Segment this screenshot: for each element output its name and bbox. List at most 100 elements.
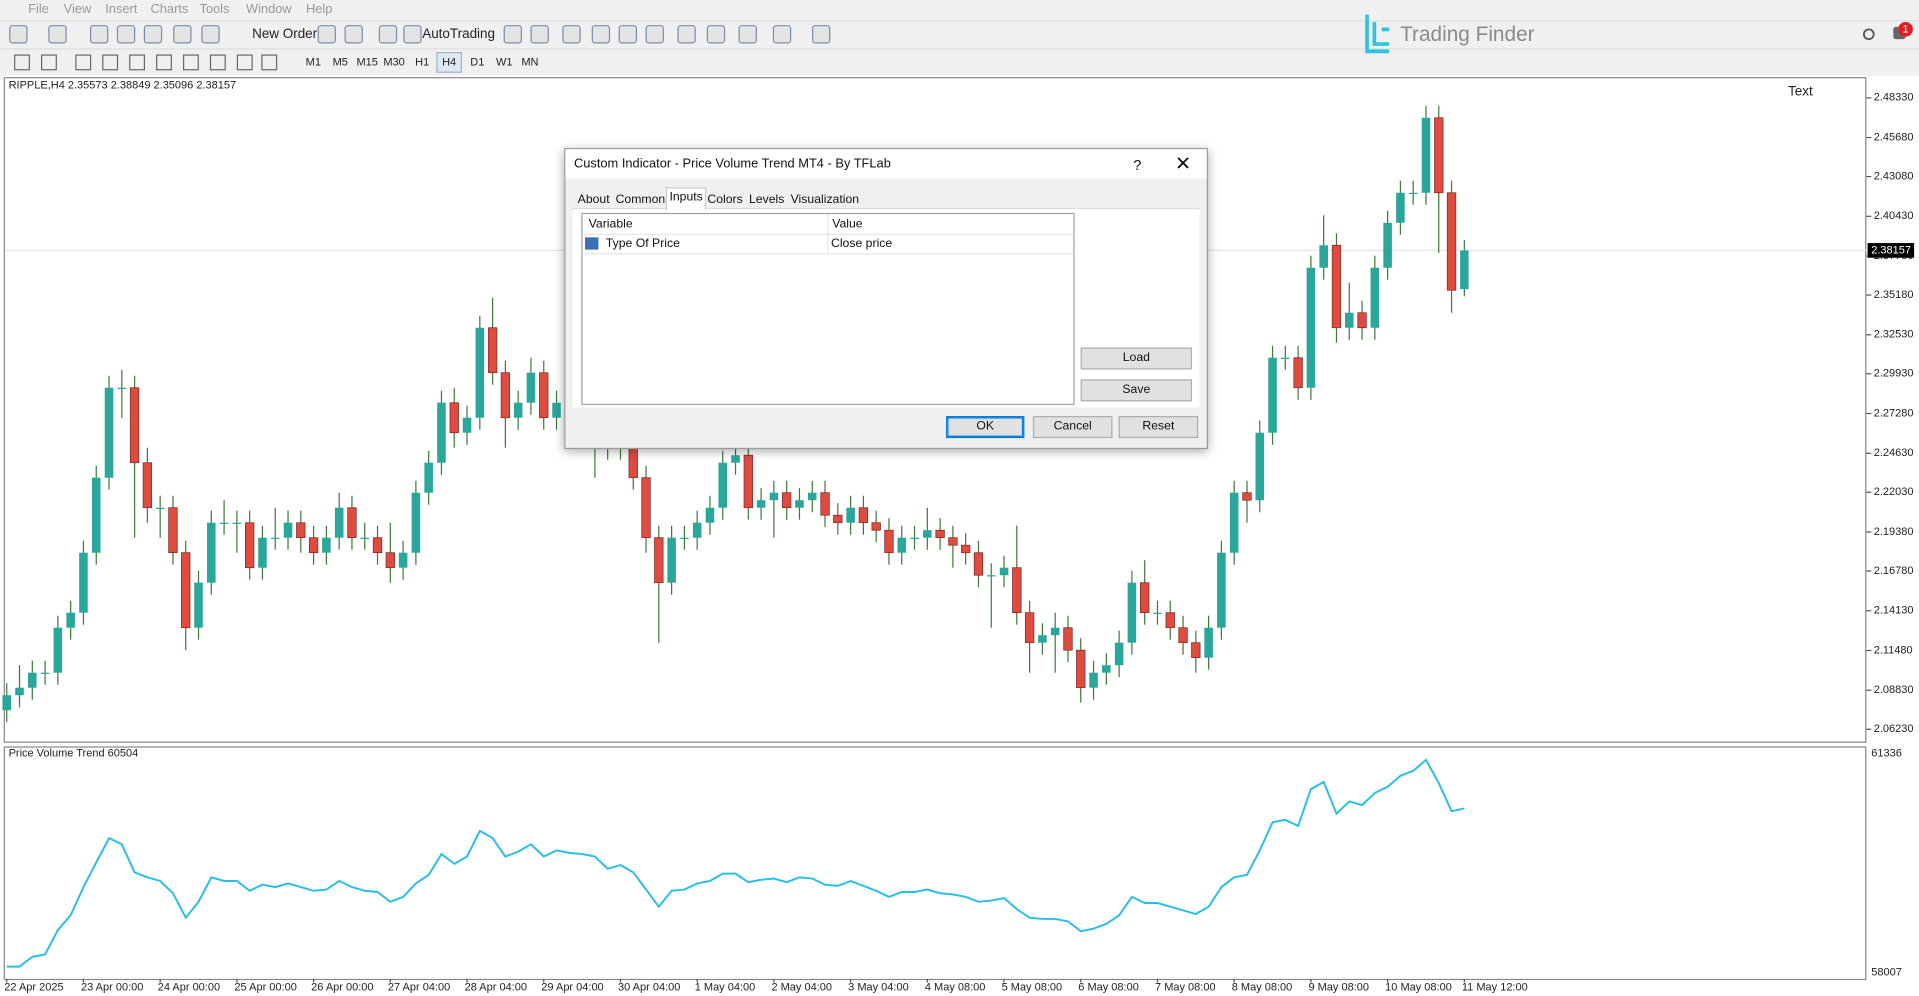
toolbar-icon[interactable] bbox=[378, 25, 398, 44]
reset-button[interactable]: Reset bbox=[1118, 416, 1199, 439]
candle-body bbox=[884, 529, 894, 554]
dialog-tab[interactable]: Colors bbox=[707, 193, 743, 207]
toolbar-icon[interactable] bbox=[772, 25, 792, 44]
candle-body bbox=[40, 672, 50, 674]
last-price-box bbox=[1867, 243, 1915, 258]
toolbar-icon[interactable] bbox=[201, 25, 220, 44]
toolbar-icon[interactable] bbox=[503, 25, 522, 44]
load-button[interactable]: Load bbox=[1080, 347, 1193, 370]
candle-body bbox=[526, 372, 536, 403]
logo-text: Trading Finder bbox=[1400, 23, 1535, 46]
dialog-tab[interactable]: Levels bbox=[748, 193, 785, 207]
param-value[interactable]: Close price bbox=[830, 237, 893, 251]
toolbar-icon[interactable] bbox=[677, 25, 696, 44]
candle-body bbox=[999, 567, 1009, 576]
dialog-tab[interactable]: Inputs bbox=[665, 187, 707, 211]
menu-item[interactable]: Help bbox=[306, 1, 332, 16]
candle-body bbox=[1242, 492, 1252, 501]
y-tick-label: 2.24630 bbox=[1874, 447, 1914, 459]
candle-body bbox=[1024, 612, 1035, 644]
dialog-titlebar: Custom Indicator - Price Volume Trend MT… bbox=[565, 149, 1207, 179]
y-tick-label: 58007 bbox=[1871, 967, 1902, 979]
search-icon[interactable] bbox=[1863, 28, 1875, 41]
tool-icon[interactable] bbox=[129, 54, 146, 71]
toolbar-icon[interactable] bbox=[812, 25, 831, 44]
timeframe-button[interactable]: M30 bbox=[383, 56, 404, 68]
candle-body bbox=[475, 327, 485, 418]
candle-body bbox=[1089, 672, 1098, 688]
menu-item[interactable]: View bbox=[64, 1, 92, 16]
tool-icon[interactable] bbox=[75, 54, 92, 71]
toolbar-icon[interactable] bbox=[706, 25, 726, 44]
chart-header: RIPPLE,H4 2.35573 2.38849 2.35096 2.3815… bbox=[9, 80, 237, 92]
timeframe-button[interactable]: M15 bbox=[356, 56, 377, 68]
indicator-title: Price Volume Trend 60504 bbox=[9, 748, 139, 760]
menu-item[interactable]: Insert bbox=[105, 1, 138, 16]
y-tick-label: 2.06230 bbox=[1874, 723, 1914, 735]
toolbar-icon[interactable] bbox=[173, 25, 192, 44]
autotrading-button[interactable]: AutoTrading bbox=[422, 26, 495, 41]
new-order-button[interactable]: New Order bbox=[252, 26, 318, 41]
toolbar-icon[interactable] bbox=[403, 25, 422, 44]
toolbar-icon[interactable] bbox=[344, 25, 363, 44]
dialog-tab[interactable]: About bbox=[577, 193, 610, 207]
timeframe-button[interactable]: H4 bbox=[442, 56, 456, 68]
candle-body bbox=[846, 507, 855, 523]
toolbar-icon[interactable] bbox=[143, 25, 163, 44]
menu-item[interactable]: File bbox=[28, 1, 49, 16]
tool-icon[interactable] bbox=[14, 54, 30, 71]
candle-body bbox=[437, 402, 446, 463]
menu-item[interactable]: Charts bbox=[151, 1, 189, 16]
candle-body bbox=[1127, 582, 1137, 643]
toolbar-icon[interactable] bbox=[116, 25, 136, 44]
candle-body bbox=[245, 522, 255, 569]
dialog-tab[interactable]: Common bbox=[615, 193, 666, 207]
y-tick-label: 2.35180 bbox=[1874, 289, 1914, 301]
toolbar-icon[interactable] bbox=[645, 25, 664, 44]
x-tick-label: 8 May 08:00 bbox=[1232, 981, 1293, 993]
logo: Trading Finder bbox=[1365, 14, 1535, 54]
candle-body bbox=[654, 537, 664, 584]
tool-icon[interactable] bbox=[40, 54, 57, 71]
save-button[interactable]: Save bbox=[1080, 379, 1193, 402]
timeframe-button[interactable]: H1 bbox=[415, 56, 429, 68]
toolbar-icon[interactable] bbox=[738, 25, 757, 44]
timeframe-button[interactable]: W1 bbox=[496, 56, 513, 68]
candle-body bbox=[308, 537, 319, 554]
tool-icon[interactable] bbox=[261, 54, 278, 71]
toolbar-icon[interactable] bbox=[530, 25, 549, 44]
menu-item[interactable]: Window bbox=[246, 1, 292, 16]
tool-icon[interactable] bbox=[236, 54, 253, 71]
candle-body bbox=[807, 492, 817, 501]
tool-icon[interactable] bbox=[156, 54, 172, 71]
tool-icon[interactable] bbox=[102, 54, 119, 71]
tool-icon[interactable] bbox=[182, 54, 199, 71]
candle-body bbox=[487, 327, 498, 374]
toolbar-icon[interactable] bbox=[618, 25, 638, 44]
timeframe-button[interactable]: M5 bbox=[333, 56, 348, 68]
menu-item[interactable]: Tools bbox=[199, 1, 229, 16]
toolbar-icon[interactable] bbox=[591, 25, 611, 44]
ok-button[interactable]: OK bbox=[946, 416, 1025, 439]
x-tick-label: 3 May 04:00 bbox=[848, 981, 909, 993]
help-button[interactable]: ? bbox=[1133, 156, 1142, 174]
dialog-tab[interactable]: Visualization bbox=[790, 193, 860, 207]
candle-body bbox=[1370, 267, 1380, 328]
tool-icon[interactable] bbox=[209, 54, 226, 71]
toolbar-icon[interactable] bbox=[48, 25, 67, 44]
cancel-button[interactable]: Cancel bbox=[1032, 416, 1113, 439]
timeframe-button[interactable]: MN bbox=[521, 56, 538, 68]
x-tick-label: 23 Apr 00:00 bbox=[81, 981, 143, 993]
timeframe-button[interactable]: D1 bbox=[470, 56, 484, 68]
toolbar-icon[interactable] bbox=[562, 25, 581, 44]
close-button[interactable]: ✕ bbox=[1174, 154, 1192, 175]
toolbar-icon[interactable] bbox=[89, 25, 109, 44]
candle-body bbox=[168, 507, 178, 554]
timeframe-button[interactable]: M1 bbox=[306, 56, 321, 68]
candle-body bbox=[731, 455, 740, 463]
candle-body bbox=[718, 462, 728, 508]
toolbar-icon[interactable] bbox=[9, 25, 28, 44]
toolbar-icon[interactable] bbox=[317, 25, 336, 44]
param-name[interactable]: Type Of Price bbox=[605, 237, 680, 251]
candle-body bbox=[142, 462, 153, 509]
